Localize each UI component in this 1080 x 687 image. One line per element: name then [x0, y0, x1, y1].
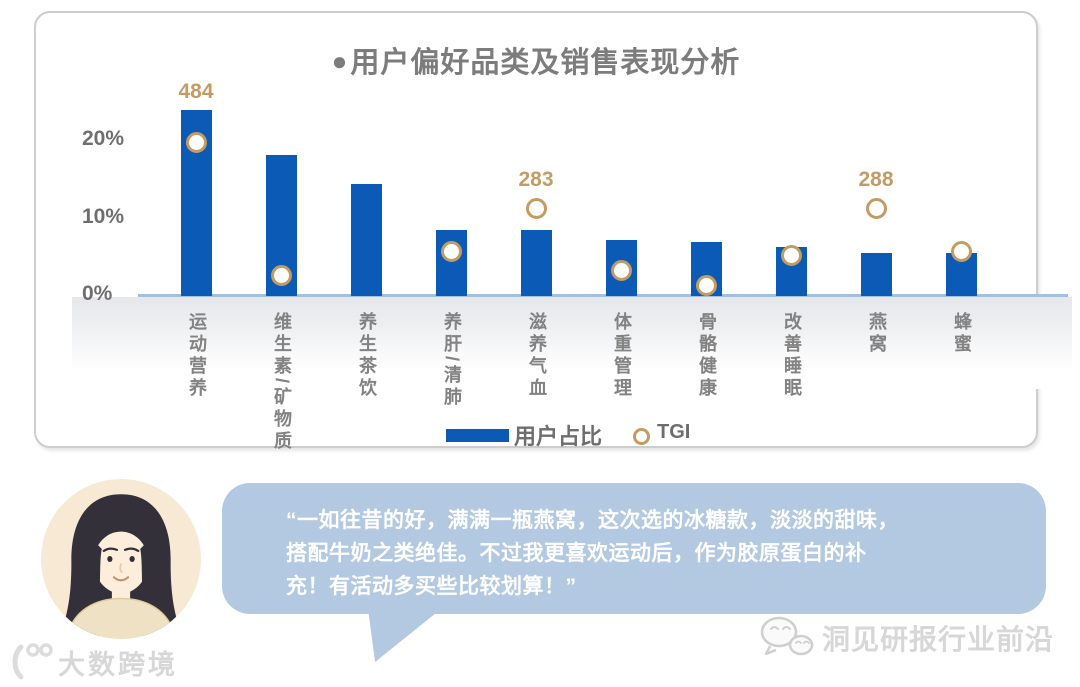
- tgi-marker: [440, 240, 462, 262]
- y-axis-tick: 0%: [82, 282, 113, 305]
- y-axis-tick: 10%: [82, 204, 125, 228]
- chart-title-text: 用户偏好品类及销售表现分析: [350, 47, 741, 79]
- watermark-right-text: 洞见研报行业前沿: [822, 624, 1055, 655]
- category-label: 燕窝: [867, 312, 887, 356]
- category-label: 养肝/清肺: [442, 312, 462, 410]
- tgi-marker: [185, 132, 207, 154]
- title-bullet-icon: ●: [331, 46, 349, 76]
- speech-bubble: “一如往昔的好，满满一瓶燕窝，这次选的冰糖款，淡淡的甜味， 搭配牛奶之类绝佳。不…: [222, 483, 1046, 614]
- tgi-value-label: 283: [518, 167, 554, 191]
- watermark-left-text: 大数跨境: [58, 649, 178, 680]
- tgi-value-label: 288: [858, 167, 894, 191]
- legend-tgi-label: TGI: [657, 421, 691, 443]
- category-label: 滋养气血: [527, 312, 547, 400]
- category-label: 养生茶饮: [357, 312, 377, 400]
- legend-bar-swatch: [446, 429, 509, 442]
- wechat-icon: [760, 616, 814, 656]
- tgi-marker: [780, 245, 802, 267]
- y-axis-tick: 20%: [82, 127, 125, 150]
- chart-card: ●用户偏好品类及销售表现分析 20% 10% 0% 运动营养 484 维生素/矿物质 养生茶…: [34, 11, 1072, 453]
- category-label: 蜂蜜: [952, 312, 972, 356]
- category-label: 体重管理: [612, 312, 632, 400]
- tgi-marker: [525, 197, 547, 219]
- category-label: 骨骼健康: [697, 312, 717, 400]
- axis-footer-band: [72, 297, 1072, 389]
- tgi-marker: [950, 241, 972, 263]
- chart-title: ●用户偏好品类及销售表现分析: [36, 39, 1036, 81]
- category-label: 运动营养: [187, 312, 207, 400]
- quote-line: 搭配牛奶之类绝佳。不过我更喜欢运动后，作为胶原蛋白的补: [286, 542, 867, 565]
- tgi-value-label: 484: [178, 80, 214, 103]
- user-avatar: [40, 478, 202, 640]
- quote-line: 充！有活动多买些比较划算！”: [286, 575, 577, 598]
- speech-bubble-tail: [368, 612, 438, 662]
- legend-bar-label: 用户占比: [514, 424, 603, 449]
- category-label: 维生素/矿物质: [272, 312, 292, 454]
- legend-tgi-ring-icon: [633, 428, 650, 445]
- x-axis-line: [138, 294, 1068, 297]
- dashu-kuajing-logo-icon: [12, 643, 53, 680]
- bar-3: [350, 183, 382, 296]
- bar-5: [520, 230, 552, 296]
- watermark-right: 洞见研报行业前沿: [758, 614, 1054, 662]
- tgi-marker: [695, 274, 717, 296]
- bar-9: [860, 252, 892, 296]
- category-label: 改善睡眠: [782, 312, 802, 400]
- watermark-left: 大数跨境: [8, 641, 178, 683]
- woman-avatar-illustration: [41, 479, 201, 639]
- tgi-marker: [270, 264, 292, 286]
- tgi-marker: [610, 259, 632, 281]
- tgi-marker: [865, 197, 887, 219]
- quote-line: “一如往昔的好，满满一瓶燕窝，这次选的冰糖款，淡淡的甜味，: [286, 509, 899, 532]
